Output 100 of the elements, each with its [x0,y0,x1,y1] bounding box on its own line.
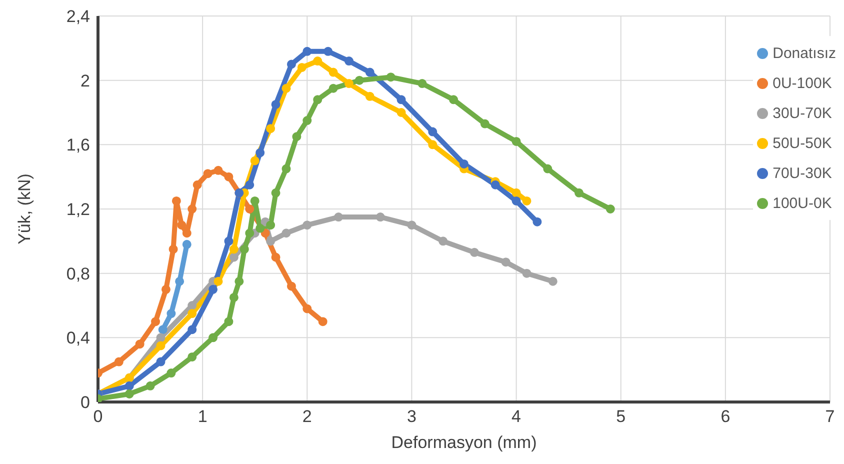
y-tick-label: 2,4 [66,7,90,26]
y-tick-label: 2 [80,71,90,90]
point [266,220,276,230]
point [188,309,197,318]
point [250,196,260,206]
point [302,220,312,230]
point [245,228,254,238]
point [156,357,166,366]
point [188,325,197,334]
point [522,196,532,206]
point [208,333,218,342]
point [224,172,234,182]
point [282,164,291,174]
y-tick-label: 0,4 [66,328,90,348]
point [208,284,218,294]
point [470,248,479,257]
point [407,220,416,230]
x-tick-label: 1 [198,407,208,426]
point [188,352,197,362]
point [480,119,490,128]
point [512,188,521,198]
point [192,180,202,190]
point [266,236,276,246]
point [501,258,510,267]
point [188,301,197,310]
legend-label: 100U-0K [772,194,832,212]
point [151,317,160,326]
point [418,79,427,88]
y-tick-label: 1,6 [66,136,90,155]
point [229,252,238,262]
point [344,79,354,88]
point [224,317,234,326]
point [396,108,406,117]
point [146,381,155,390]
point [328,68,338,77]
point [124,381,134,390]
point [256,148,265,158]
point [297,62,306,72]
point [166,309,176,318]
y-tick-label: 0 [80,393,90,412]
point [124,389,134,398]
point [188,204,197,214]
point [256,224,265,233]
point [229,292,238,302]
point [135,340,144,349]
point [182,240,192,249]
point [114,357,124,366]
legend-label: 70U-30K [772,164,832,182]
point [376,212,385,222]
y-tick-label: 0,8 [66,264,90,284]
point [177,220,186,230]
point [302,304,312,314]
point [386,72,396,82]
point [512,136,521,146]
x-tick-label: 2 [302,407,312,426]
point [522,268,532,278]
legend-label: 50U-50K [772,134,832,152]
point [168,244,178,254]
point [271,100,280,109]
point [229,244,238,254]
y-tick-label: 1,2 [66,200,90,220]
point [271,252,280,262]
point [302,116,312,126]
point [548,276,558,286]
point [245,204,254,214]
point [156,333,166,342]
point [282,228,291,238]
point [460,159,468,168]
point [328,84,338,93]
point [532,217,542,226]
point [396,95,406,104]
point [250,156,260,166]
point [271,188,280,198]
point [606,204,615,214]
point [428,140,438,150]
point [490,180,500,190]
point [543,164,552,174]
point [158,325,168,334]
x-tick-label: 7 [825,407,835,426]
point [449,95,458,104]
legend-label: 30U-70K [772,104,832,122]
point [166,368,176,378]
point [324,46,333,56]
point [245,180,254,190]
x-tick-label: 0 [93,407,103,426]
x-tick-label: 3 [406,407,416,426]
point [214,166,223,175]
point [286,282,296,291]
point [156,341,166,350]
point [203,169,212,178]
point [214,276,223,286]
point [161,284,170,294]
point [240,244,249,254]
point [292,132,302,142]
point [365,92,374,101]
legend-label: 0U-100K [772,74,832,92]
point [313,95,322,104]
point [365,68,374,77]
x-tick-label: 5 [616,407,626,426]
point [344,56,354,66]
